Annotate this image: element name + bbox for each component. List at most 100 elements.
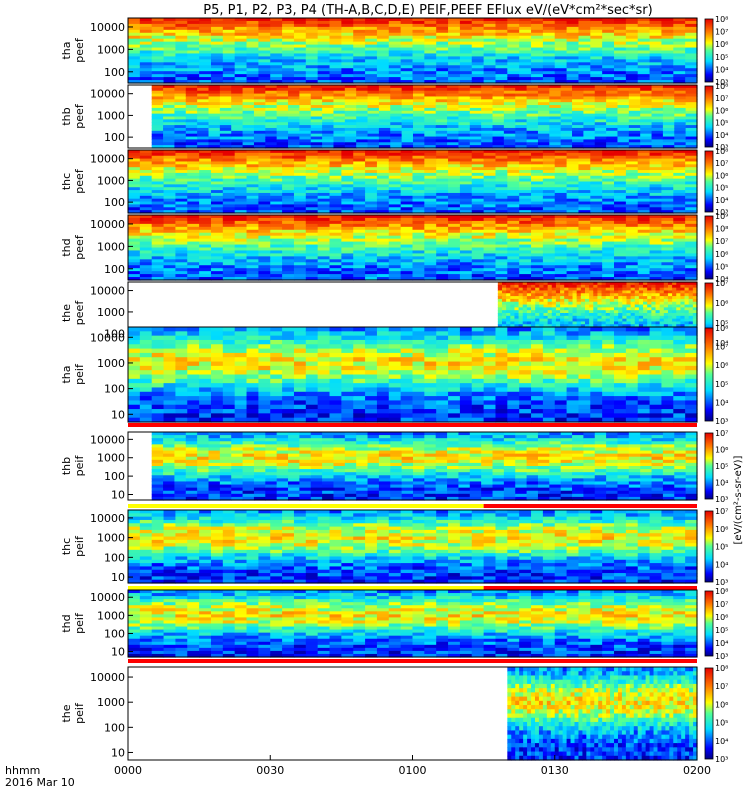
- spectrogram-cell: [507, 271, 520, 275]
- spectrogram-cell: [576, 313, 582, 317]
- spectrogram-cell: [531, 29, 544, 34]
- spectrogram-cell: [518, 304, 524, 308]
- spectrogram-cell: [219, 119, 232, 123]
- spectrogram-cell: [661, 152, 674, 157]
- spectrogram-cell: [531, 244, 544, 249]
- spectrogram-cell: [519, 217, 532, 222]
- spectrogram-cell: [367, 133, 380, 138]
- spectrogram-cell: [356, 110, 369, 115]
- spectrogram-cell: [400, 217, 414, 222]
- spectrogram-cell: [270, 256, 283, 260]
- spectrogram-cell: [614, 232, 627, 237]
- y-tick-label: 10000: [90, 21, 125, 34]
- spectrogram-cell: [388, 181, 402, 185]
- spectrogram-cell: [341, 256, 354, 260]
- spectrogram-cell: [163, 59, 177, 63]
- spectrogram-cell: [436, 274, 449, 278]
- spectrogram-cell: [566, 215, 580, 219]
- spectrogram-cell: [270, 250, 283, 254]
- spectrogram-cell: [353, 65, 366, 69]
- spectrogram-cell: [448, 65, 461, 69]
- spectrogram-cell: [542, 226, 556, 231]
- spectrogram-cell: [522, 298, 528, 303]
- spectrogram-cell: [222, 158, 236, 163]
- spectrogram-cell: [483, 170, 497, 174]
- spectrogram-cell: [535, 298, 540, 303]
- spectrogram-cell: [637, 65, 651, 69]
- spectrogram-cell: [566, 207, 580, 211]
- spectrogram-cell: [317, 229, 331, 234]
- spectrogram-cell: [234, 192, 248, 197]
- spectrogram-cell: [222, 256, 236, 260]
- spectrogram-cell: [542, 158, 556, 163]
- spectrogram-cell: [510, 321, 516, 325]
- spectrogram-cell: [222, 172, 236, 177]
- y-tick-label: 1000: [97, 174, 125, 187]
- spectrogram-cell: [518, 298, 524, 303]
- spectrogram-cell: [265, 96, 278, 100]
- spectrogram-cell: [341, 187, 354, 191]
- spectrogram-cell: [685, 105, 698, 109]
- spectrogram-cell: [685, 167, 698, 171]
- spectrogram-cell: [510, 318, 516, 323]
- spectrogram-cell: [566, 50, 580, 55]
- spectrogram-cell: [602, 23, 615, 28]
- panel-probe-label: thd: [60, 238, 73, 256]
- spectrogram-cell: [495, 217, 508, 222]
- spectrogram-cell: [376, 195, 390, 200]
- spectrogram-cell: [175, 44, 188, 49]
- spectrogram-cell: [469, 133, 482, 138]
- y-tick-label: 10000: [90, 88, 125, 101]
- spectrogram-cell: [602, 68, 615, 72]
- spectrogram-cell: [288, 102, 300, 106]
- spectrogram-cell: [601, 282, 607, 286]
- spectrogram-cell: [515, 116, 528, 120]
- spectrogram-cell: [531, 47, 544, 52]
- spectrogram-cell: [554, 62, 568, 66]
- spectrogram-cell: [163, 116, 176, 120]
- spectrogram-cell: [507, 172, 520, 177]
- spectrogram-cell: [622, 318, 628, 323]
- spectrogram-cell: [151, 155, 165, 160]
- spectrogram-cell: [495, 74, 508, 78]
- spectrogram-cell: [578, 235, 591, 240]
- spectrogram-cell: [341, 204, 354, 208]
- spectrogram-cell: [543, 304, 549, 308]
- spectrogram-cell: [305, 232, 319, 237]
- spectrogram-cell: [199, 167, 212, 171]
- spectrogram-cell: [594, 133, 607, 138]
- spectrogram-cell: [424, 184, 437, 188]
- spectrogram-cell: [554, 155, 568, 160]
- spectrogram-cell: [329, 195, 342, 200]
- spectrogram-cell: [139, 77, 153, 81]
- spectrogram-cell: [566, 20, 580, 25]
- spectrogram-cell: [365, 215, 378, 219]
- spectrogram-cell: [637, 265, 651, 269]
- spectrogram-cell: [317, 226, 331, 231]
- spectrogram-cell: [459, 232, 473, 237]
- spectrogram-cell: [388, 190, 402, 194]
- spectrogram-cell: [572, 125, 584, 129]
- spectrogram-cell: [139, 167, 153, 171]
- spectrogram-cell: [139, 181, 153, 185]
- spectrogram-cell: [365, 207, 378, 211]
- spectrogram-cell: [564, 284, 569, 289]
- spectrogram-cell: [519, 161, 532, 165]
- spectrogram-cell: [305, 77, 319, 81]
- spectrogram-cell: [400, 35, 414, 40]
- spectrogram-cell: [625, 235, 639, 240]
- spectrogram-cell: [234, 184, 248, 188]
- spectrogram-cell: [187, 215, 200, 219]
- spectrogram-cell: [572, 324, 578, 328]
- spectrogram-cell: [341, 181, 354, 185]
- spectrogram-cell: [151, 198, 165, 203]
- spectrogram-cell: [276, 87, 289, 92]
- spectrogram-cell: [543, 307, 549, 311]
- spectrogram-cell: [469, 136, 482, 141]
- spectrogram-cell: [602, 271, 615, 275]
- spectrogram-cell: [282, 259, 295, 263]
- spectrogram-cell: [187, 178, 200, 183]
- spectrogram-cell: [685, 18, 698, 22]
- spectrogram-cell: [597, 324, 603, 328]
- spectrogram-cell: [258, 23, 271, 28]
